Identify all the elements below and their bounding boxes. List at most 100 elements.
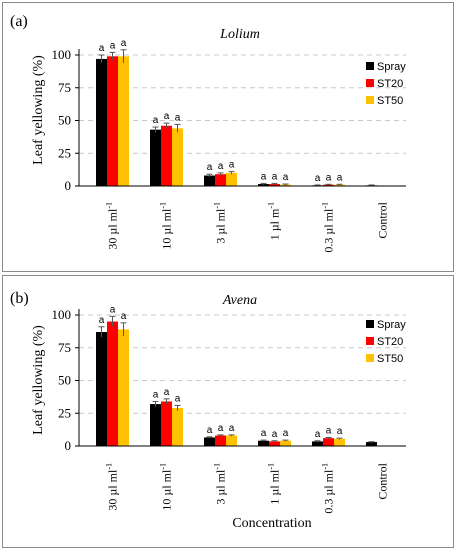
panel-a-y-tick-label: 100	[52, 47, 72, 62]
panel-b-bar-st20	[107, 321, 118, 446]
panel-b-significance-label: a	[315, 429, 321, 440]
panel-a-significance-label: a	[315, 173, 321, 184]
panel-a-significance-label: a	[153, 115, 159, 126]
panel-a-significance-label: a	[218, 161, 224, 172]
panel-b-bar-st50	[172, 408, 183, 446]
panel-b-bar-st20	[323, 438, 334, 446]
panel-b-significance-label: a	[121, 311, 127, 322]
panel-b-significance-label: a	[207, 425, 213, 436]
panel-b-bar-spray	[204, 437, 215, 446]
panel-a-bar-st50	[226, 172, 237, 186]
panel-b-significance-label: a	[218, 423, 224, 434]
panel-b-bar-st50	[226, 435, 237, 446]
panel-a-category-label: 1 µl m-1	[267, 202, 282, 240]
panel-a-category-label: 3 µl ml-1	[213, 202, 228, 244]
panel-a-bar-st20	[269, 184, 280, 186]
panel-a-significance-label: a	[164, 111, 170, 122]
panel-b-bar-st50	[280, 440, 291, 446]
panel-b-category-label: Control	[376, 462, 390, 499]
panel-b-legend-swatch-st20	[366, 337, 374, 345]
panel-b-title: Avena	[222, 293, 257, 308]
panel-a-significance-label: a	[283, 172, 289, 183]
panel-b-significance-label: a	[326, 425, 332, 436]
panel-a-legend-swatch-st20	[366, 79, 374, 87]
panel-a-significance-label: a	[175, 112, 181, 123]
panel-b-significance-label: a	[153, 389, 159, 400]
panel-b-legend-swatch-st50	[366, 354, 374, 362]
panel-a-legend-swatch-spray	[366, 62, 374, 70]
panel-b-category-label: 0.3 µl ml-1	[321, 463, 336, 514]
panel-a-bar-st20	[215, 174, 226, 186]
panel-b-significance-label: a	[283, 428, 289, 439]
panel-b-bar-spray	[258, 440, 269, 446]
panel-b-bar-spray	[150, 404, 161, 446]
panel-b-y-tick-label: 50	[58, 373, 71, 388]
panel-a-category-label: 0.3 µl ml-1	[321, 202, 336, 253]
panel-b-category-label: 3 µl ml-1	[213, 463, 228, 505]
panel-a-legend-label-spray: Spray	[377, 61, 406, 73]
panel-a-y-tick-label: 25	[58, 145, 71, 160]
panel-b-category-label: 30 µl ml-1	[105, 463, 120, 511]
panel-a-significance-label: a	[337, 172, 343, 183]
panel-b-label: (b)	[10, 290, 29, 307]
panel-b-legend-label-spray: Spray	[377, 319, 406, 331]
panel-a-bar-st50	[118, 56, 129, 187]
panel-a-bar-st50	[172, 128, 183, 186]
panel-a-y-axis-label: Leaf yellowing (%)	[31, 55, 46, 165]
panel-b-significance-label: a	[261, 428, 267, 439]
panel-a-category-label: Control	[376, 201, 390, 238]
panel-b-bar-st20	[269, 441, 280, 446]
panel-a-bar-st20	[323, 184, 334, 186]
panel-b-significance-label: a	[272, 429, 278, 440]
panel-a-legend-label-st50: ST50	[377, 95, 403, 107]
panel-a-significance-label: a	[121, 38, 127, 49]
panel-a-legend-swatch-st50	[366, 96, 374, 104]
panel-b-significance-label: a	[175, 393, 181, 404]
panel-b-significance-label: a	[99, 315, 105, 326]
panel-b-bar-spray	[312, 441, 323, 446]
panel-a-significance-label: a	[272, 171, 278, 182]
panel-b-legend-label-st20: ST20	[377, 336, 403, 348]
panel-a-legend-label-st20: ST20	[377, 78, 403, 90]
panel-b-bar-st50	[118, 329, 129, 446]
panel-a-bar-spray	[204, 175, 215, 186]
panel-a-significance-label: a	[110, 40, 116, 51]
panel-a-y-tick-label: 50	[58, 113, 71, 128]
panel-b-bar-spray	[366, 442, 377, 446]
panel-a-bar-st20	[107, 56, 118, 187]
panel-a-bar-spray	[96, 58, 107, 186]
panel-a-category-label: 10 µl ml-1	[159, 202, 174, 250]
panel-a-significance-label: a	[229, 160, 235, 171]
panel-a-bar-spray	[150, 129, 161, 186]
panel-a-significance-label: a	[326, 172, 332, 183]
panel-b-legend-swatch-spray	[366, 320, 374, 328]
panel-b-y-axis-label: Leaf yellowing (%)	[31, 325, 46, 435]
panel-a-title: Lolium	[219, 27, 260, 42]
panel-b-y-tick-label: 25	[58, 405, 71, 420]
panel-b-category-label: 10 µl ml-1	[159, 463, 174, 511]
panel-b-bar-st20	[161, 401, 172, 446]
panel-a-bar-st20	[161, 125, 172, 186]
panel-b-y-tick-label: 0	[65, 438, 72, 453]
panel-b-category-label: 1 µl ml-1	[267, 463, 282, 505]
panel-b-significance-label: a	[164, 387, 170, 398]
panel-b-significance-label: a	[229, 423, 235, 434]
panel-a-bar-st50	[334, 184, 345, 186]
panel-b-significance-label: a	[110, 304, 116, 315]
panel-a-bar-spray	[258, 184, 269, 186]
panel-a-y-tick-label: 0	[65, 178, 72, 193]
panel-a-significance-label: a	[207, 162, 213, 173]
panel-a-category-label: 30 µl ml-1	[105, 202, 120, 250]
panel-a-y-tick-label: 75	[58, 80, 71, 95]
panel-b-bar-st50	[334, 438, 345, 446]
panel-b-bar-spray	[96, 332, 107, 446]
panel-b-significance-label: a	[337, 426, 343, 437]
panel-a-significance-label: a	[99, 43, 105, 54]
figure-x-axis-label: Concentration	[232, 516, 311, 531]
panel-b-y-tick-label: 75	[58, 340, 71, 355]
panel-b-y-tick-label: 100	[52, 307, 72, 322]
panel-a-significance-label: a	[261, 171, 267, 182]
panel-a-frame	[2, 2, 454, 272]
